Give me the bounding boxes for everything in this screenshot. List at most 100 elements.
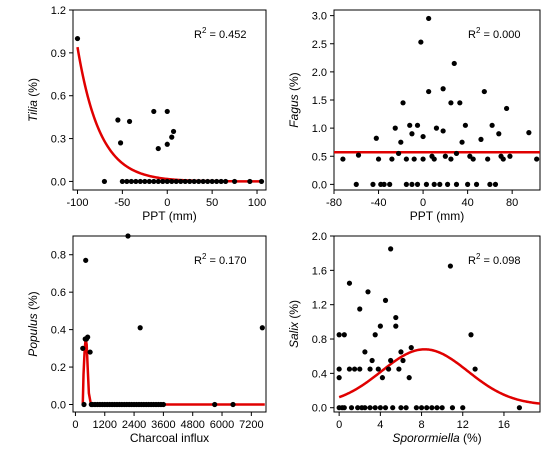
y-tick-label: 1.6 — [312, 265, 327, 277]
data-point — [230, 401, 236, 408]
data-point — [390, 405, 396, 411]
x-tick-label: 4800 — [180, 419, 204, 431]
data-point — [485, 156, 491, 162]
data-point — [440, 86, 446, 92]
data-point — [426, 88, 432, 95]
data-point — [448, 156, 454, 162]
data-point — [468, 332, 474, 338]
data-point — [431, 181, 437, 187]
data-point — [369, 357, 375, 364]
y-axis-title: Tilia (%) — [26, 78, 40, 122]
data-point — [367, 366, 373, 372]
data-point — [182, 178, 188, 185]
data-point — [209, 178, 215, 185]
data-point — [526, 130, 532, 136]
y-tick-label: 0.8 — [51, 250, 66, 262]
data-point — [346, 366, 353, 372]
x-tick-label: 7200 — [239, 419, 263, 431]
y-tick-label: 2.5 — [312, 39, 327, 51]
y-tick-label: 0.4 — [312, 368, 327, 380]
data-point — [395, 150, 402, 157]
y-tick-label: 2.0 — [312, 67, 327, 79]
y-tick-label: 0.0 — [51, 400, 66, 412]
y-tick-label: 0.0 — [312, 403, 327, 415]
data-point — [372, 332, 378, 338]
x-tick-label: -50 — [114, 197, 130, 209]
data-point — [420, 133, 426, 140]
data-point — [418, 405, 425, 411]
data-point — [223, 178, 229, 185]
data-point — [393, 323, 399, 329]
data-point — [160, 401, 166, 408]
data-point — [85, 334, 91, 340]
y-axis-title: Populus (%) — [26, 291, 40, 356]
y-tick-label: 1.0 — [312, 123, 327, 135]
data-point — [420, 156, 426, 162]
data-point — [414, 181, 421, 187]
data-point — [388, 357, 394, 364]
x-axis-title: PPT (mm) — [410, 209, 464, 223]
data-point — [377, 323, 383, 329]
data-point — [440, 128, 446, 134]
data-point — [340, 156, 346, 162]
data-point — [375, 156, 382, 162]
x-tick-label: 1200 — [93, 419, 117, 431]
data-point — [372, 405, 378, 411]
data-point — [444, 181, 451, 187]
data-point — [336, 366, 342, 372]
data-point — [160, 178, 166, 185]
data-point — [442, 153, 448, 159]
data-point — [413, 405, 419, 411]
data-point — [379, 375, 386, 381]
data-point — [83, 257, 89, 263]
data-point — [128, 178, 134, 185]
data-point — [396, 366, 402, 372]
y-tick-label: 3.0 — [312, 11, 327, 23]
data-point — [459, 139, 465, 145]
data-point — [259, 325, 265, 331]
x-tick-label: 4 — [377, 419, 383, 431]
data-point — [133, 178, 139, 185]
x-tick-label: -40 — [371, 197, 387, 209]
y-axis-title: Fagus (%) — [287, 72, 301, 127]
data-point — [398, 405, 404, 411]
y-tick-label: 0.6 — [51, 287, 66, 299]
data-point — [453, 181, 460, 187]
plot-frame — [72, 9, 267, 191]
data-point — [429, 405, 435, 411]
data-point — [191, 178, 197, 185]
data-point — [439, 405, 445, 411]
data-point — [403, 181, 409, 187]
data-point — [196, 178, 202, 185]
y-tick-label: 1.2 — [312, 300, 327, 312]
x-tick-label: 3600 — [151, 419, 175, 431]
r2-annotation: R2 = 0.452 — [194, 26, 246, 41]
data-point — [534, 156, 540, 162]
y-axis-title: Salix (%) — [287, 300, 301, 348]
data-point — [487, 181, 493, 187]
plot-frame — [72, 235, 267, 413]
data-point — [142, 178, 148, 185]
x-tick-label: 40 — [461, 197, 473, 209]
y-tick-label: 0.5 — [312, 151, 327, 163]
data-point — [173, 178, 179, 185]
x-tick-label: 0 — [420, 197, 426, 209]
x-axis-title: Charcoal influx — [130, 431, 209, 445]
x-axis-title: Sporormiella (%) — [392, 431, 481, 445]
data-point — [377, 405, 383, 411]
data-point — [214, 178, 220, 185]
data-point — [218, 178, 224, 185]
r2-annotation: R2 = 0.170 — [194, 252, 246, 267]
data-point — [408, 345, 414, 351]
data-point — [481, 88, 487, 95]
data-point — [382, 297, 389, 303]
data-point — [382, 405, 389, 411]
data-point — [388, 246, 394, 252]
data-point — [426, 15, 432, 22]
data-point — [451, 60, 457, 67]
data-point — [341, 332, 347, 338]
data-point — [117, 140, 124, 146]
data-point — [424, 405, 430, 411]
data-point — [348, 405, 355, 411]
data-point — [164, 141, 170, 147]
